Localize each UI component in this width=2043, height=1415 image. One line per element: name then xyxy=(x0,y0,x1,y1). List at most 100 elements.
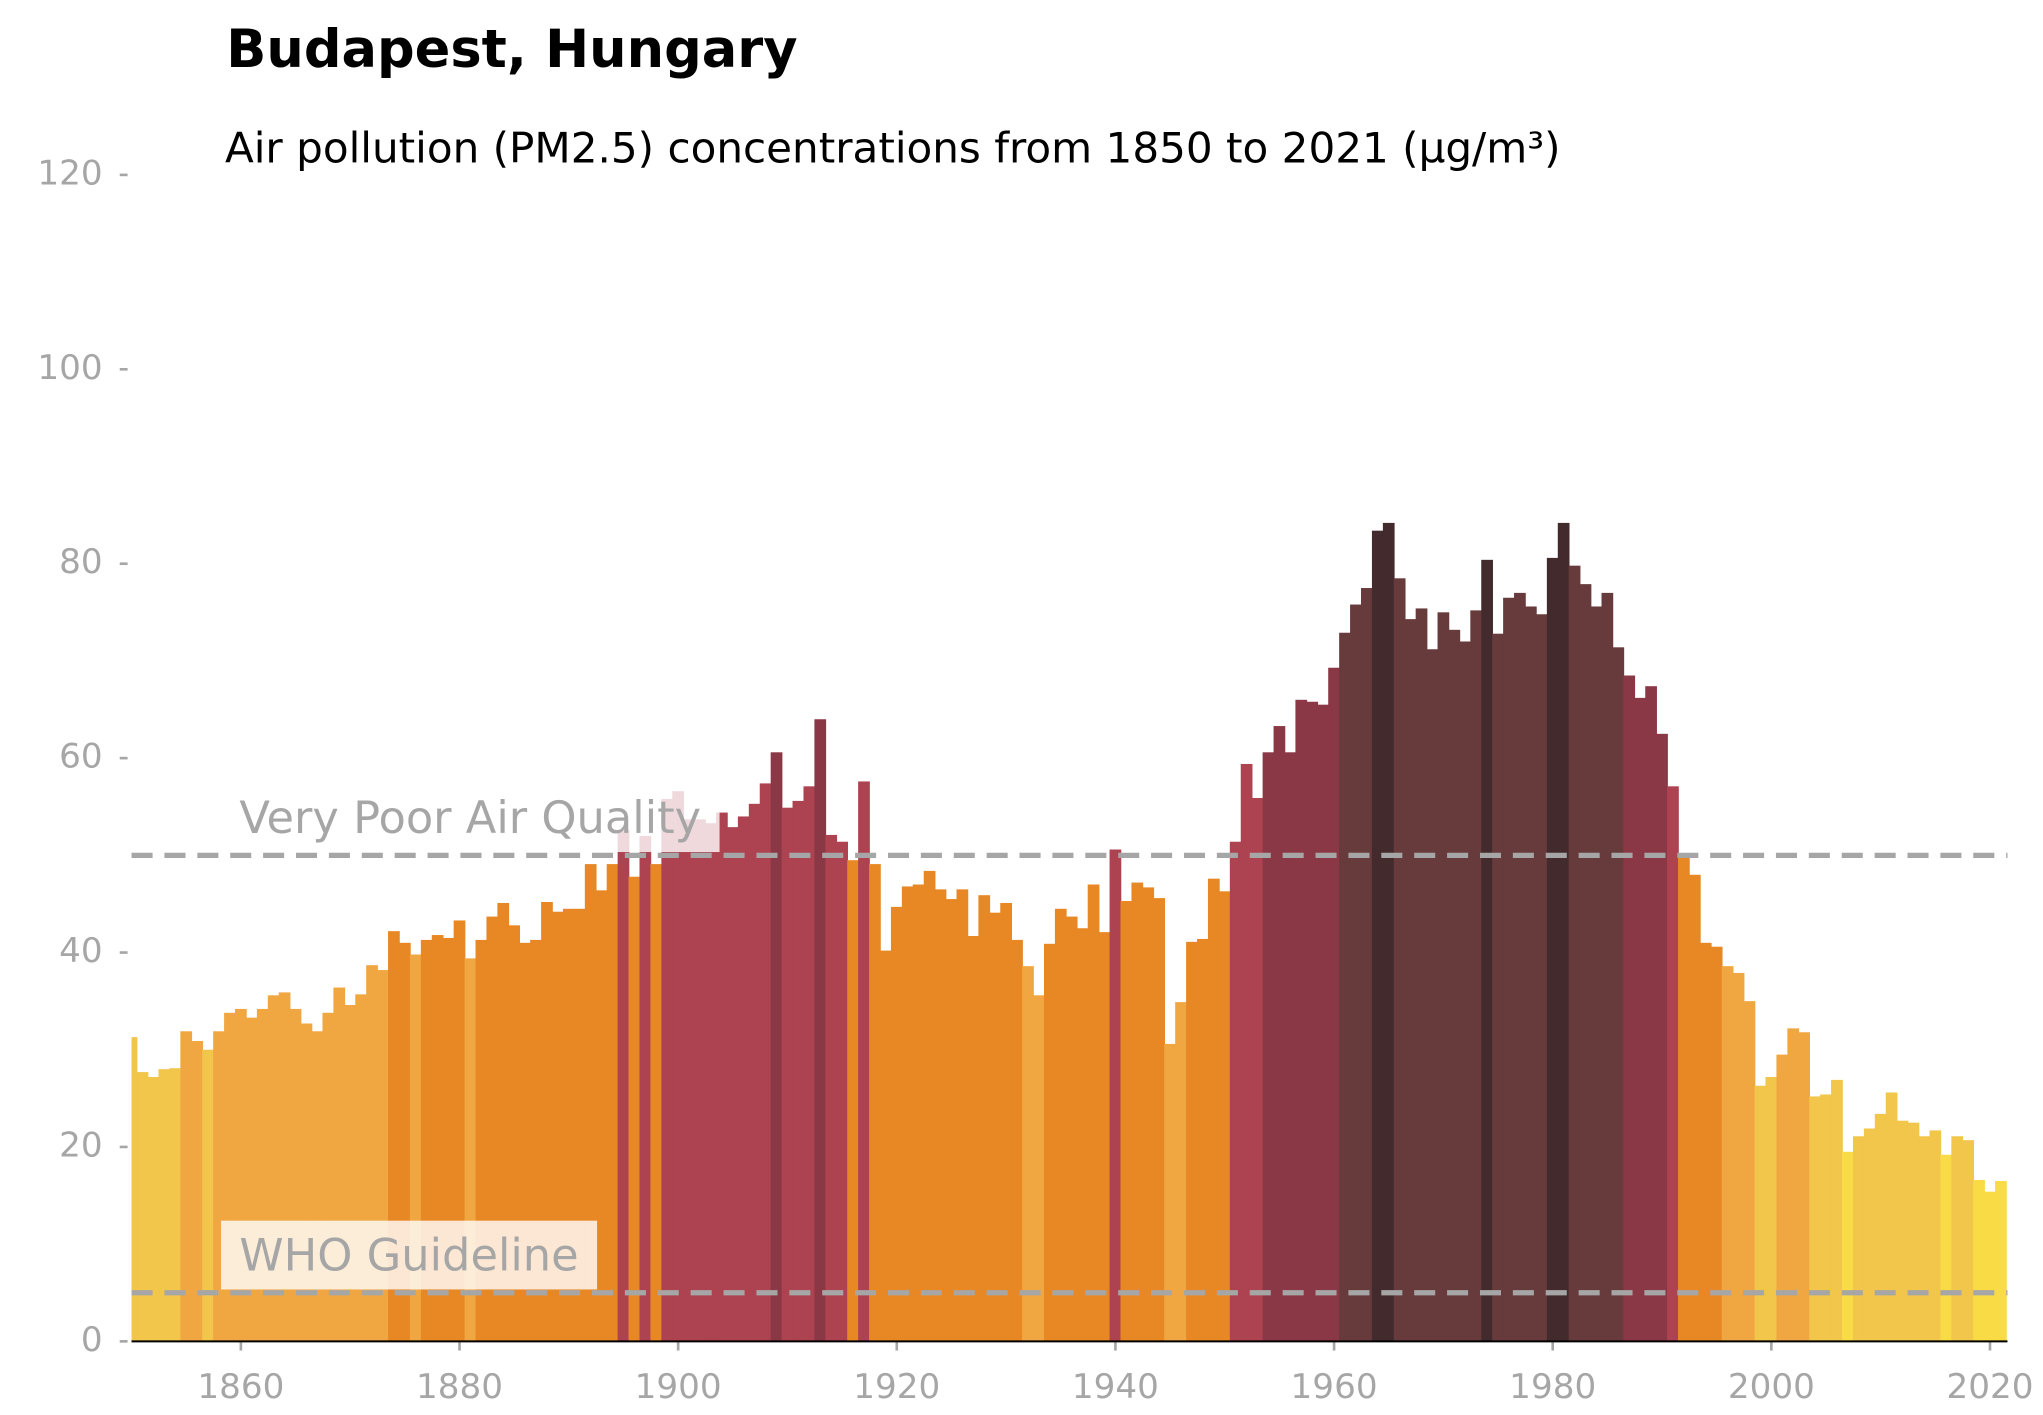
bar xyxy=(1404,619,1417,1342)
bar xyxy=(420,939,433,1342)
bar xyxy=(606,864,619,1342)
bar xyxy=(256,1008,269,1342)
bar xyxy=(409,954,422,1342)
bar xyxy=(1022,966,1034,1342)
bar xyxy=(388,931,400,1342)
bar xyxy=(1973,1179,1985,1342)
bar xyxy=(1699,942,1712,1342)
bar xyxy=(1273,726,1286,1342)
bar xyxy=(748,803,761,1342)
bar xyxy=(705,823,717,1342)
y-tick-label: 20 xyxy=(59,1125,103,1165)
bar xyxy=(1262,752,1275,1342)
bar xyxy=(1754,1085,1767,1342)
bar xyxy=(1710,946,1723,1342)
x-tick-label: 1900 xyxy=(635,1367,722,1407)
bar xyxy=(1448,629,1461,1342)
bar xyxy=(836,841,848,1342)
bar xyxy=(1885,1092,1898,1342)
bar xyxy=(1043,943,1056,1342)
x-tick-label: 1980 xyxy=(1509,1367,1596,1407)
bar xyxy=(1098,932,1111,1342)
x-tick-label: 2020 xyxy=(1946,1367,2033,1407)
bar xyxy=(759,783,772,1342)
chart-title: Budapest, Hungary xyxy=(226,19,797,80)
bar xyxy=(1831,1079,1843,1342)
bar xyxy=(530,939,542,1342)
reference-label: Very Poor Air Quality xyxy=(239,791,701,844)
bar xyxy=(978,895,991,1342)
bar xyxy=(1284,752,1297,1342)
bar xyxy=(180,1031,193,1342)
bar xyxy=(1000,902,1012,1342)
bar xyxy=(191,1040,204,1342)
bar xyxy=(1415,608,1428,1342)
bar xyxy=(912,884,925,1342)
bar xyxy=(1667,786,1679,1342)
bar xyxy=(1371,530,1384,1342)
bar xyxy=(541,901,553,1342)
bar xyxy=(1656,733,1668,1342)
bar xyxy=(1087,884,1100,1342)
bar xyxy=(1984,1191,1996,1342)
bar xyxy=(1120,901,1133,1342)
bar xyxy=(453,920,466,1342)
bar xyxy=(1470,610,1483,1342)
bar xyxy=(956,889,969,1342)
bar xyxy=(1918,1136,1931,1342)
bar xyxy=(1481,559,1493,1342)
bar xyxy=(814,719,827,1342)
x-tick-label: 1860 xyxy=(197,1367,284,1407)
bar xyxy=(1874,1113,1887,1342)
y-tick-label: 80 xyxy=(59,542,103,582)
bar xyxy=(355,994,367,1342)
bar xyxy=(1776,1054,1789,1342)
bar xyxy=(398,942,411,1342)
bar xyxy=(825,834,838,1342)
bar xyxy=(1809,1096,1821,1342)
bar xyxy=(1743,1001,1756,1342)
bar xyxy=(1678,857,1690,1342)
bar xyxy=(1951,1136,1964,1342)
bar xyxy=(737,816,750,1342)
bar xyxy=(726,827,739,1342)
bar xyxy=(694,819,706,1342)
x-tick-label: 1880 xyxy=(416,1367,503,1407)
bar xyxy=(1306,701,1319,1342)
bar xyxy=(1842,1151,1854,1342)
bar xyxy=(1852,1136,1865,1342)
bar xyxy=(245,1017,258,1342)
bar xyxy=(1197,938,1209,1342)
bar xyxy=(1218,891,1231,1342)
bar xyxy=(1492,633,1504,1342)
bar xyxy=(1065,916,1078,1342)
bar xyxy=(1426,649,1439,1342)
bar xyxy=(344,1005,357,1342)
bar xyxy=(683,819,695,1342)
bar xyxy=(661,798,674,1342)
bar xyxy=(202,1049,214,1342)
bar xyxy=(1142,887,1155,1342)
bar xyxy=(147,1076,160,1342)
bar xyxy=(1940,1154,1953,1342)
bar xyxy=(1186,941,1198,1342)
bar xyxy=(967,936,980,1342)
bar xyxy=(1295,699,1308,1342)
bar xyxy=(1688,874,1701,1342)
bar xyxy=(1437,612,1450,1342)
bar xyxy=(1645,686,1657,1342)
bar xyxy=(1524,606,1537,1342)
bar xyxy=(923,870,936,1342)
bar xyxy=(595,890,608,1342)
chart-subtitle: Air pollution (PM2.5) concentrations fro… xyxy=(225,124,1561,173)
bar xyxy=(879,950,892,1342)
bar xyxy=(1798,1032,1811,1342)
bar xyxy=(573,908,586,1342)
bar xyxy=(1328,667,1340,1342)
bar xyxy=(1109,849,1122,1342)
x-tick-label: 2000 xyxy=(1728,1367,1815,1407)
bar xyxy=(1787,1028,1800,1342)
bar xyxy=(311,1031,324,1342)
bar xyxy=(1820,1094,1832,1342)
